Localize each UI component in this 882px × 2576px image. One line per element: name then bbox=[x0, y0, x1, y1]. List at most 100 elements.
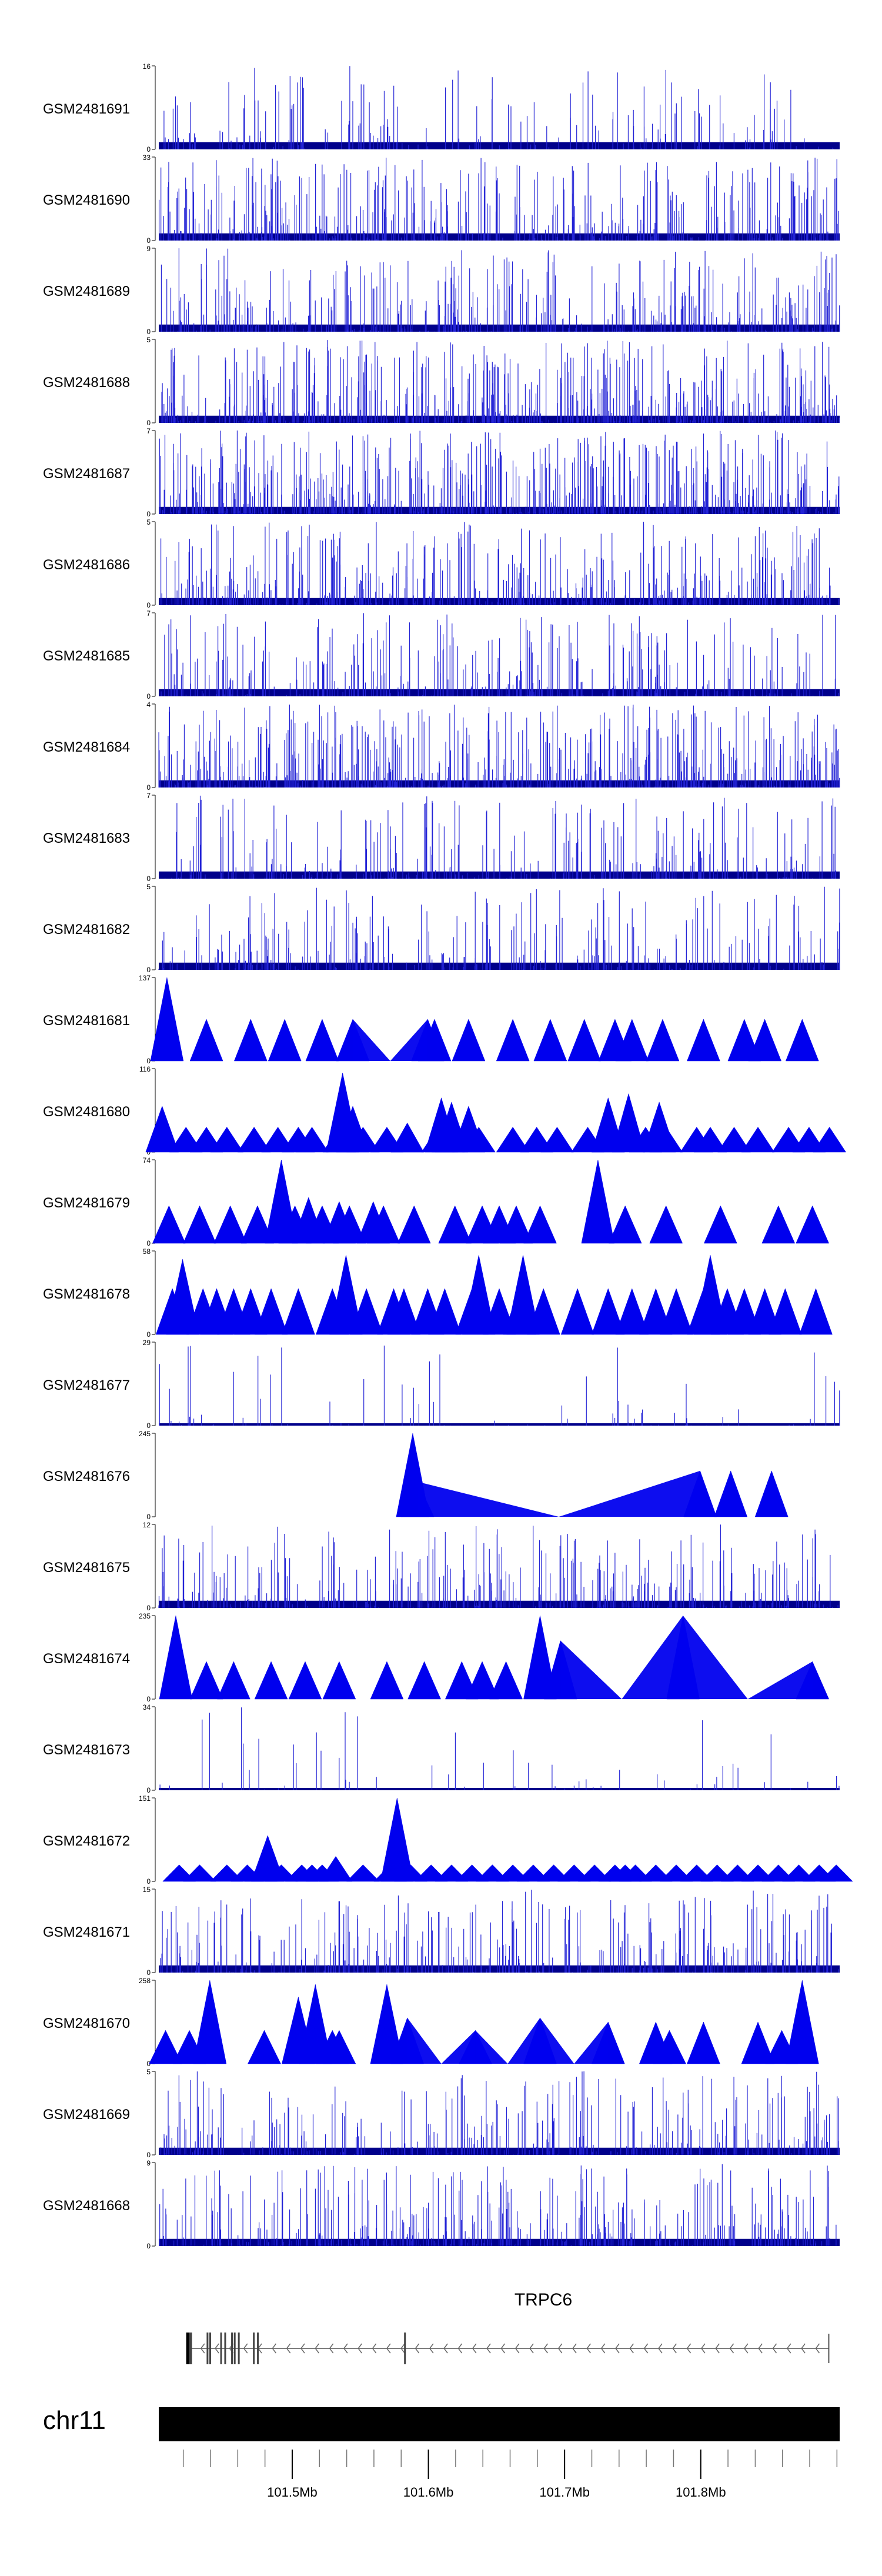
exon-mark bbox=[231, 2333, 233, 2364]
y-max-label: 5 bbox=[146, 518, 151, 526]
coverage-peak bbox=[653, 2030, 686, 2064]
coverage-signal bbox=[158, 705, 840, 788]
strand-arrow bbox=[801, 2343, 806, 2354]
y-max-label: 235 bbox=[139, 1612, 151, 1620]
track-GSM2481690: GSM2481690 33 0 bbox=[43, 154, 840, 245]
coverage-signal bbox=[159, 431, 840, 514]
strand-arrow bbox=[315, 2343, 319, 2354]
coverage-peak bbox=[182, 1864, 217, 1882]
track-GSM2481681: GSM2481681 137 0 bbox=[43, 974, 819, 1065]
track-label: GSM2481674 bbox=[43, 1651, 130, 1667]
strand-arrow bbox=[772, 2343, 777, 2354]
strand-arrow bbox=[329, 2343, 334, 2354]
track-GSM2481686: GSM2481686 5 0 bbox=[43, 518, 840, 609]
track-GSM2481668: GSM2481668 9 0 bbox=[43, 2159, 840, 2250]
coverage-peak bbox=[268, 1019, 302, 1062]
coverage-span bbox=[540, 2017, 609, 2064]
coverage-peak bbox=[152, 1205, 186, 1244]
track-GSM2481688: GSM2481688 5 0 bbox=[43, 336, 840, 427]
exon-mark bbox=[404, 2333, 406, 2364]
strand-arrow bbox=[586, 2343, 591, 2354]
coverage-peak bbox=[233, 1019, 268, 1062]
y-max-label: 12 bbox=[143, 1521, 151, 1529]
y-min-label: 0 bbox=[146, 1786, 151, 1794]
y-max-label: 7 bbox=[146, 427, 151, 435]
y-min-label: 0 bbox=[146, 145, 151, 154]
coverage-peak bbox=[608, 1205, 642, 1244]
coverage-peak bbox=[761, 1205, 796, 1244]
y-min-label: 0 bbox=[146, 1057, 151, 1065]
coverage-peak bbox=[452, 1019, 486, 1062]
coverage-peak bbox=[612, 1093, 646, 1153]
strand-arrow bbox=[243, 2343, 248, 2354]
coverage-span bbox=[353, 1019, 428, 1061]
strand-arrow bbox=[215, 2343, 219, 2354]
strand-arrow bbox=[415, 2343, 420, 2354]
track-GSM2481671: GSM2481671 15 0 bbox=[43, 1886, 840, 1977]
strand-arrow bbox=[815, 2343, 820, 2354]
coverage-peak bbox=[819, 1864, 853, 1882]
coverage-peak bbox=[193, 1980, 227, 2064]
strand-arrow bbox=[758, 2343, 763, 2354]
track-label: GSM2481683 bbox=[43, 830, 130, 846]
y-min-label: 0 bbox=[146, 419, 151, 427]
coverage-signal bbox=[161, 613, 839, 696]
coverage-peak bbox=[254, 1661, 288, 1700]
coverage-peak bbox=[523, 1205, 557, 1244]
strand-arrow bbox=[715, 2343, 720, 2354]
track-GSM2481670: GSM2481670 258 0 bbox=[43, 1977, 819, 2068]
chromosome-axis: chr11 101.5Mb 101.6Mb 101.7Mb 101.8Mb bbox=[43, 2406, 840, 2500]
y-min-label: 0 bbox=[146, 2242, 151, 2250]
strand-arrow bbox=[529, 2343, 534, 2354]
coverage-peak bbox=[346, 1864, 380, 1882]
track-label: GSM2481691 bbox=[43, 101, 130, 117]
y-min-label: 0 bbox=[146, 2151, 151, 2159]
exon-mark bbox=[238, 2333, 240, 2364]
coverage-peak bbox=[786, 1980, 819, 2064]
strand-arrow bbox=[400, 2343, 405, 2354]
coverage-signal bbox=[158, 886, 840, 970]
y-max-label: 137 bbox=[139, 974, 151, 982]
track-label: GSM2481671 bbox=[43, 1924, 130, 1940]
y-max-label: 4 bbox=[146, 700, 151, 709]
coverage-peak bbox=[769, 1288, 802, 1335]
coverage-peak bbox=[506, 1255, 540, 1335]
coverage-signal bbox=[160, 1890, 839, 1973]
coverage-signal bbox=[160, 2071, 839, 2155]
coverage-peak bbox=[248, 2030, 281, 2064]
coverage-peak bbox=[649, 1205, 683, 1244]
coverage-peak bbox=[237, 1126, 271, 1153]
y-max-label: 9 bbox=[146, 245, 151, 253]
x-tick-label: 101.8Mb bbox=[676, 2485, 726, 2500]
coverage-peak bbox=[319, 1856, 353, 1882]
y-min-label: 0 bbox=[146, 236, 151, 245]
coverage-peak bbox=[687, 1019, 720, 1062]
strand-arrow bbox=[443, 2343, 448, 2354]
coverage-peak bbox=[189, 1661, 223, 1700]
coverage-peak bbox=[496, 1019, 530, 1062]
coverage-peak bbox=[649, 1126, 683, 1153]
track-label: GSM2481676 bbox=[43, 1469, 130, 1484]
track-label: GSM2481678 bbox=[43, 1286, 130, 1302]
exon-mark bbox=[209, 2333, 212, 2364]
track-label: GSM2481672 bbox=[43, 1833, 130, 1849]
y-max-label: 5 bbox=[146, 2068, 151, 2076]
x-tick-label: 101.5Mb bbox=[267, 2485, 318, 2500]
y-max-label: 33 bbox=[143, 154, 151, 162]
y-min-label: 0 bbox=[146, 1239, 151, 1247]
coverage-peak bbox=[213, 1205, 247, 1244]
coverage-peak bbox=[748, 1019, 781, 1062]
y-max-label: 58 bbox=[143, 1247, 151, 1256]
track-GSM2481669: GSM2481669 5 0 bbox=[43, 2068, 840, 2159]
y-max-label: 151 bbox=[139, 1794, 151, 1803]
coverage-signal bbox=[161, 248, 840, 332]
exon-mark bbox=[220, 2333, 222, 2364]
coverage-peak bbox=[407, 1661, 442, 1700]
coverage-peak bbox=[523, 1615, 557, 1700]
coverage-peak bbox=[366, 1205, 400, 1244]
coverage-peak bbox=[159, 1615, 193, 1700]
coverage-peak bbox=[785, 1019, 819, 1062]
exon-mark bbox=[253, 2333, 255, 2364]
coverage-peak bbox=[499, 1205, 533, 1244]
coverage-peak bbox=[646, 1019, 680, 1062]
